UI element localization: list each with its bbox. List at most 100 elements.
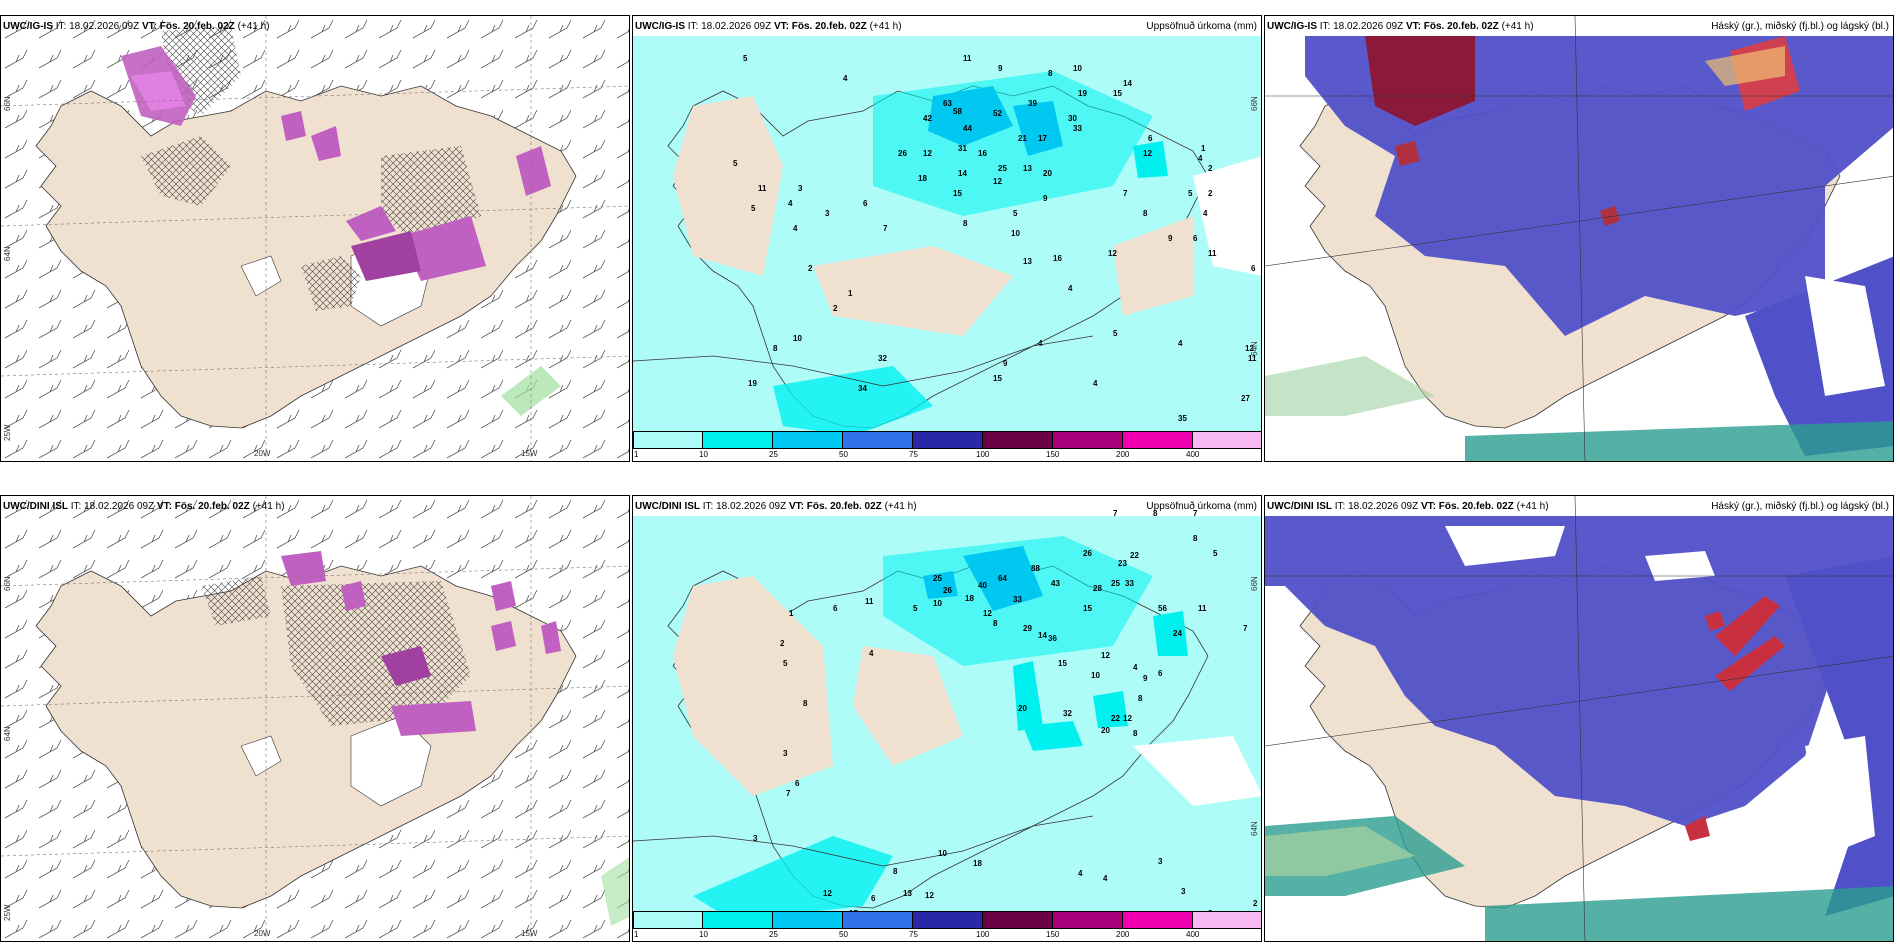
lat-label-66n: 66N <box>3 96 12 111</box>
value-label: 13 <box>1023 257 1032 266</box>
value-label: 24 <box>1173 629 1182 638</box>
init-time: IT: 18.02.2026 09Z <box>687 21 772 32</box>
panel-title: Háský (gr.), miðský (fj.bl.) og lágský (… <box>1711 501 1889 512</box>
value-label: 8 <box>1143 209 1148 218</box>
value-label: 3 <box>753 834 758 843</box>
lead-time: (+41 h) <box>1516 501 1549 512</box>
value-label: 7 <box>883 224 888 233</box>
value-label: 63 <box>943 99 952 108</box>
value-label: 12 <box>923 149 932 158</box>
value-label: 22 <box>1130 551 1139 560</box>
colorbar-tick: 50 <box>839 930 848 939</box>
map-panel-igis-precip: UWC/IG-IS IT: 18.02.2026 09Z VT: Fös. 20… <box>632 15 1262 462</box>
colorbar-tick: 25 <box>769 450 778 459</box>
value-label: 7 <box>1243 624 1248 633</box>
lat-label-64n: 64N <box>3 246 12 261</box>
value-label: 9 <box>1003 359 1008 368</box>
value-label: 15 <box>953 189 962 198</box>
value-label: 11 <box>1198 604 1207 613</box>
value-label: 2 <box>780 639 785 648</box>
model-name: UWC/DINI ISL <box>635 501 700 512</box>
value-label: 8 <box>1133 729 1138 738</box>
panel-title: Háský (gr.), miðský (fj.bl.) og lágský (… <box>1711 21 1889 32</box>
colorbar-swatch <box>913 911 983 929</box>
value-label: 11 <box>865 597 874 606</box>
value-label: 4 <box>1133 663 1138 672</box>
value-label: 31 <box>958 144 967 153</box>
value-label: 26 <box>898 149 907 158</box>
lon-label-15w: 15W <box>521 929 538 938</box>
colorbar-swatch <box>913 431 983 449</box>
value-label: 32 <box>878 354 887 363</box>
value-label: 5 <box>1013 209 1018 218</box>
value-label: 8 <box>803 699 808 708</box>
value-label: 8 <box>893 867 898 876</box>
value-label: 1 <box>848 289 853 298</box>
value-label: 8 <box>1048 69 1053 78</box>
value-label: 32 <box>1063 709 1072 718</box>
value-label: 4 <box>843 74 848 83</box>
value-label: 39 <box>1028 99 1037 108</box>
value-label: 25 <box>998 164 1007 173</box>
map-panel-dini-precip: UWC/DINI ISL IT: 18.02.2026 09Z VT: Fös.… <box>632 495 1262 942</box>
value-label: 14 <box>1038 631 1047 640</box>
map-panel-dini-wind: UWC/DINI ISL IT: 18.02.2026 09Z VT: Fös.… <box>0 495 630 942</box>
value-label: 10 <box>1011 229 1020 238</box>
colorbar-tick: 10 <box>699 450 708 459</box>
value-label: 3 <box>825 209 830 218</box>
value-label: 5 <box>783 659 788 668</box>
value-label: 13 <box>903 889 912 898</box>
value-label: 5 <box>1113 329 1118 338</box>
value-label: 58 <box>953 107 962 116</box>
lat-label-66n: 66N <box>1250 576 1259 591</box>
value-label: 43 <box>1051 579 1060 588</box>
value-label: 4 <box>1203 209 1208 218</box>
lead-time: (+41 h) <box>237 21 270 32</box>
colorbar-swatch <box>1053 431 1123 449</box>
colorbar-swatch <box>983 431 1053 449</box>
value-label: 27 <box>1241 394 1250 403</box>
value-label: 16 <box>978 149 987 158</box>
valid-time: VT: Fös. 20.feb. 02Z <box>788 501 882 512</box>
map-panel-dini-clouds: UWC/DINI ISL IT: 18.02.2026 09Z VT: Fös.… <box>1264 495 1894 942</box>
value-label: 88 <box>1031 564 1040 573</box>
value-label: 9 <box>1168 234 1173 243</box>
value-label: 9 <box>1043 194 1048 203</box>
value-label: 11 <box>1208 249 1217 258</box>
value-label: 7 <box>1193 509 1198 518</box>
value-label: 20 <box>1101 726 1110 735</box>
colorbar-swatch <box>773 911 843 929</box>
value-label: 33 <box>1125 579 1134 588</box>
value-label: 14 <box>1123 79 1132 88</box>
value-label: 1 <box>1201 144 1206 153</box>
colorbar-tick: 1 <box>634 450 639 459</box>
init-time: IT: 18.02.2026 09Z <box>1334 501 1419 512</box>
lead-time: (+41 h) <box>869 21 902 32</box>
value-label: 18 <box>918 174 927 183</box>
panel-header: UWC/DINI ISL IT: 18.02.2026 09Z VT: Fös.… <box>635 501 917 512</box>
colorbar: 1 10 25 50 75 100 150 200 400 <box>633 431 1261 461</box>
value-label: 44 <box>963 124 972 133</box>
value-label: 29 <box>1023 624 1032 633</box>
value-label: 56 <box>1158 604 1167 613</box>
value-label: 15 <box>1058 659 1067 668</box>
value-label: 23 <box>1118 559 1127 568</box>
value-label: 11 <box>758 184 767 193</box>
value-label: 6 <box>1158 669 1163 678</box>
lat-label-64n: 64N <box>3 726 12 741</box>
value-label: 42 <box>923 114 932 123</box>
colorbar-swatch <box>633 431 703 449</box>
colorbar: 1 10 25 50 75 100 150 200 400 <box>633 911 1261 941</box>
value-label: 4 <box>869 649 874 658</box>
value-label: 10 <box>1073 64 1082 73</box>
value-label: 6 <box>1148 134 1153 143</box>
map-panel-igis-wind: UWC/IG-IS IT: 18.02.2026 09Z VT: Fös. 20… <box>0 15 630 462</box>
init-time: IT: 18.02.2026 09Z <box>1319 21 1404 32</box>
panel-header: UWC/IG-IS IT: 18.02.2026 09Z VT: Fös. 20… <box>1267 21 1534 32</box>
lead-time: (+41 h) <box>252 501 285 512</box>
value-label: 9 <box>998 64 1003 73</box>
panel-header: UWC/DINI ISL IT: 18.02.2026 09Z VT: Fös.… <box>1267 501 1549 512</box>
lon-label-25w: 25W <box>3 424 12 441</box>
